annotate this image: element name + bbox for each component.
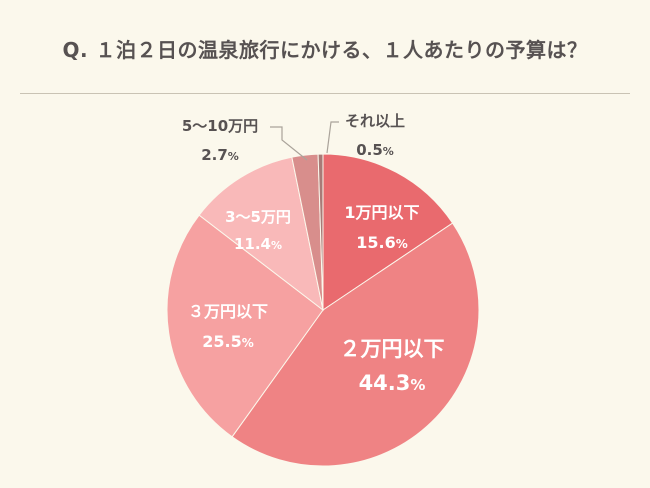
slice-category-label: ２万円以下 bbox=[340, 337, 445, 361]
slice-value-label: 0.5% bbox=[356, 141, 394, 159]
slice-value-label: 2.7% bbox=[201, 146, 239, 164]
slice-category-label: 1万円以下 bbox=[344, 203, 419, 222]
slice-category-label: それ以上 bbox=[345, 112, 405, 130]
leader-line bbox=[327, 122, 339, 153]
slice-category-label: 5～10万円 bbox=[182, 117, 258, 135]
leader-line bbox=[270, 127, 307, 160]
slice-category-label: ３万円以下 bbox=[188, 302, 268, 321]
slice-category-label: 3～5万円 bbox=[225, 208, 291, 226]
